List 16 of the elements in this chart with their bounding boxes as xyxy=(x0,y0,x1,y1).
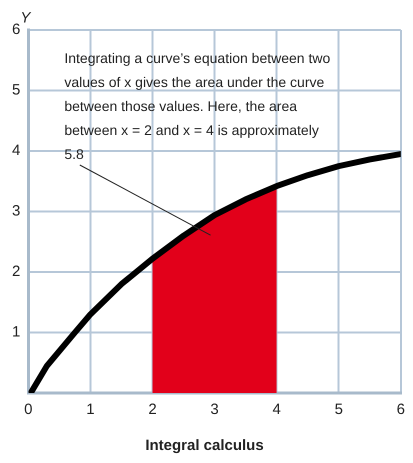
x-tick-label: 4 xyxy=(272,401,281,418)
y-tick-label: 4 xyxy=(12,142,20,160)
y-tick-label: 1 xyxy=(12,324,20,341)
x-tick-label: 5 xyxy=(334,401,343,418)
text: Integral calculus xyxy=(145,437,264,454)
x-tick-label: 0 xyxy=(24,401,33,418)
x-tick-label: 6 xyxy=(396,401,405,418)
y-tick-label: 5 xyxy=(12,82,20,99)
annotation: Integrating a curve’s equation between two values of x gives the area under the curve between those values. Here, the area between x = 2 and x = 4 is approximately 5.8 xyxy=(64,50,330,162)
x-tick-label: 2 xyxy=(148,401,157,418)
x-tick-label: 3 xyxy=(210,401,219,418)
y-tick-label: 3 xyxy=(12,202,20,220)
y-axis-title: Y xyxy=(20,10,32,27)
y-tick-label: 6 xyxy=(12,21,20,38)
y-tick-label: 2 xyxy=(12,263,20,280)
x-tick-label: 1 xyxy=(86,401,95,418)
